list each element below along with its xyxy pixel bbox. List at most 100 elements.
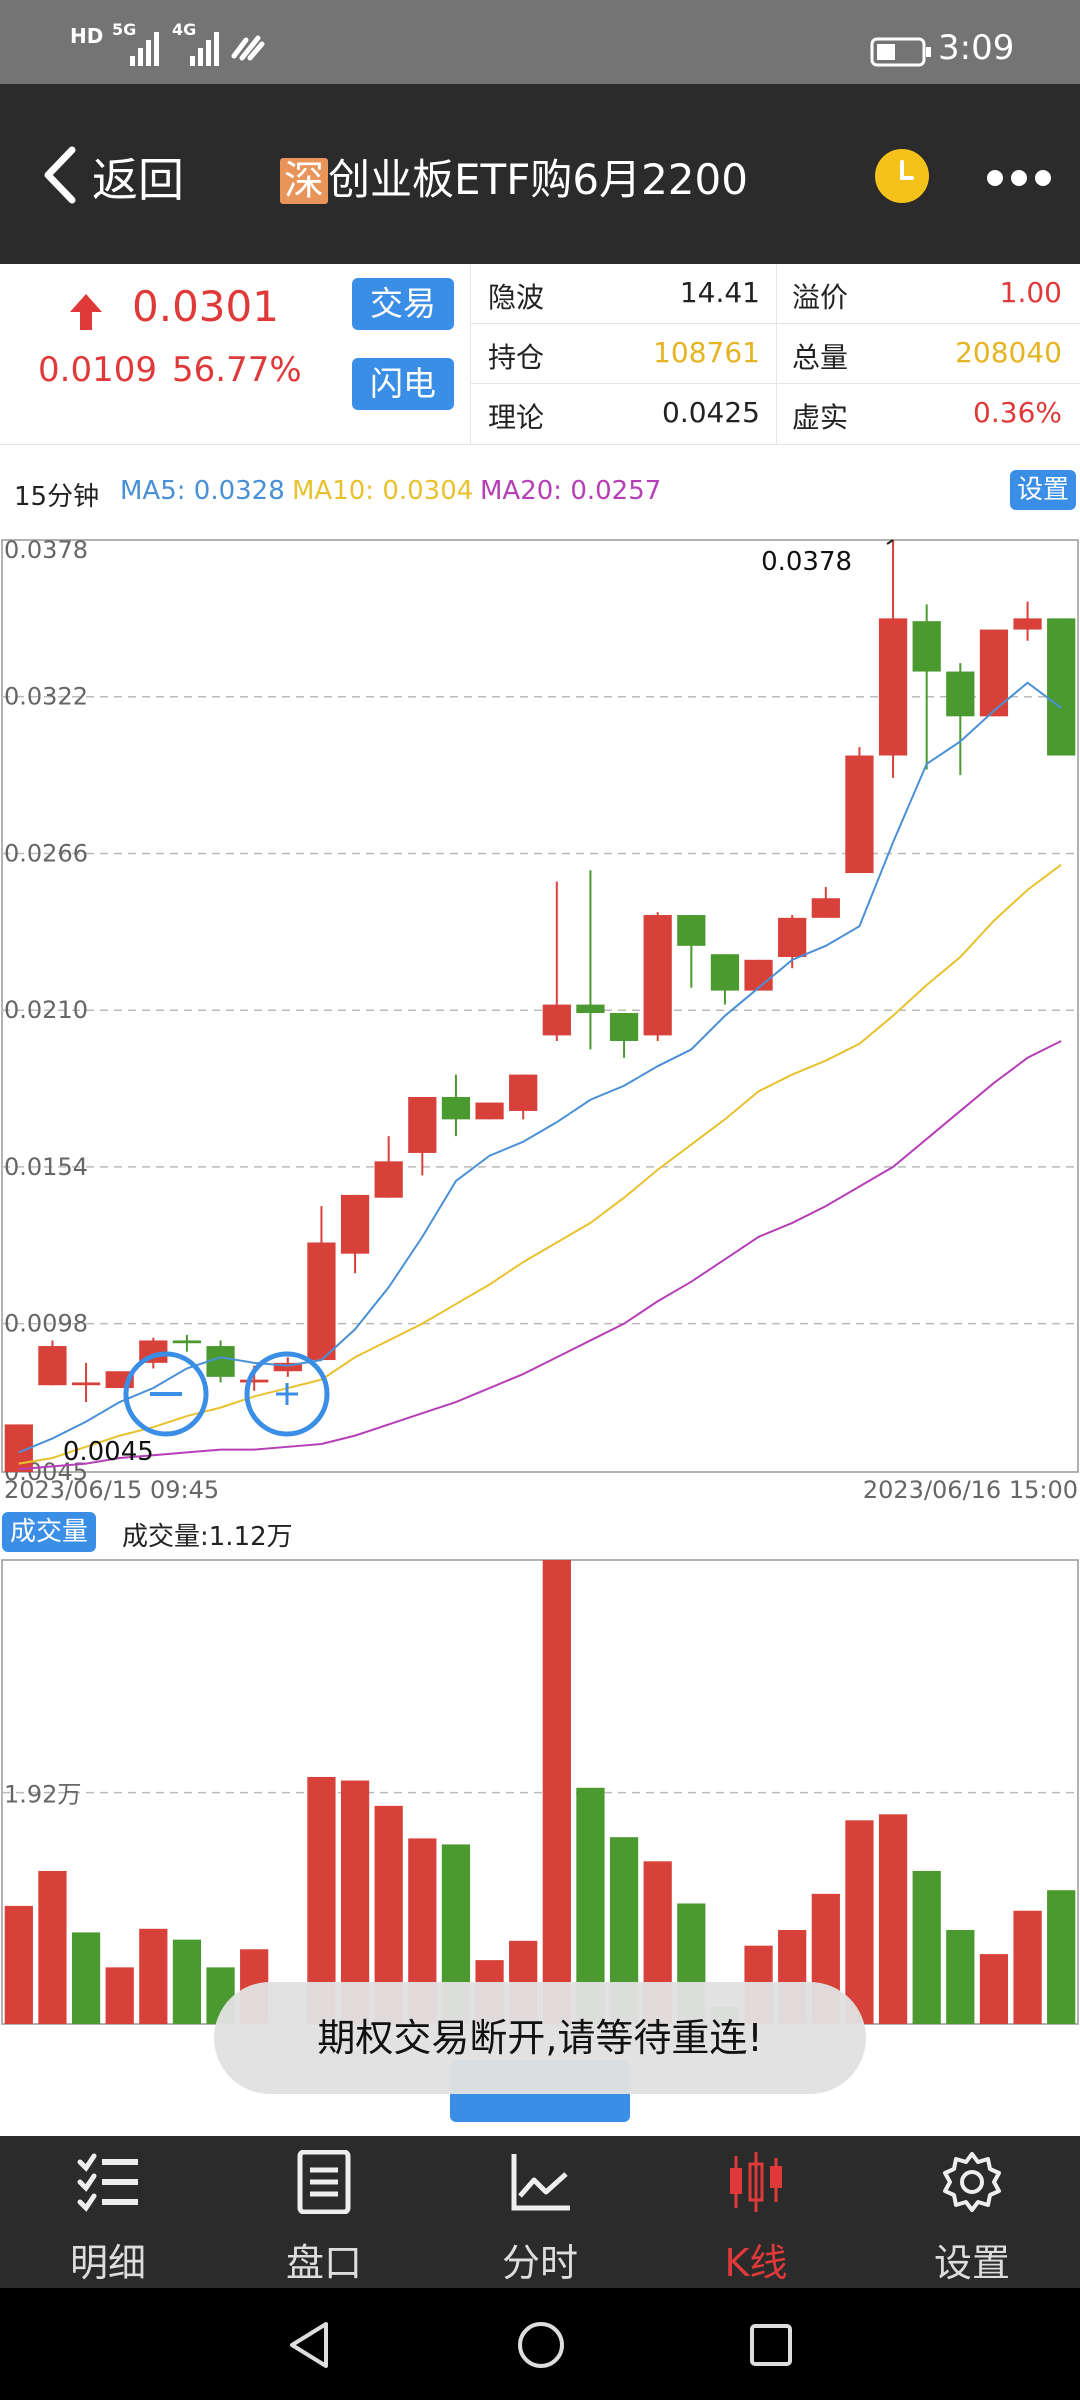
- candle: [340, 1194, 370, 1274]
- title-text: 创业板ETF购6月2200: [328, 155, 748, 204]
- candle: [172, 1334, 202, 1352]
- candle: [509, 1074, 538, 1120]
- status-4g: 4G: [172, 20, 197, 39]
- tab-detail-label: 明细: [69, 2241, 146, 2285]
- wifi-icon: [231, 35, 265, 61]
- kline-chart[interactable]: 0.0378 0.0322 0.0266 0.0210 0.0154 0.0098 0.00…: [0, 536, 1080, 1506]
- system-nav-bar: [0, 2288, 1080, 2400]
- nav-home-icon[interactable]: [516, 2320, 566, 2370]
- premium-label: 溢价: [792, 281, 849, 314]
- ma-legend-row: 15分钟 MA5: 0.0328 MA10: 0.0304 MA20: 0.02…: [0, 460, 1080, 520]
- back-button[interactable]: 返回: [36, 138, 196, 208]
- volume-bar: [38, 1870, 67, 2024]
- page-title: 深创业板ETF购6月2200: [280, 146, 748, 207]
- candle: [374, 1136, 403, 1198]
- price-change: 0.0109: [38, 350, 157, 390]
- volume-text: 成交量:1.12万: [122, 1522, 293, 1552]
- volume-chart[interactable]: 1.92万: [0, 1558, 1080, 2028]
- tab-orderbook[interactable]: 盘口: [216, 2136, 432, 2288]
- status-bar: HD 5G 4G 3:09: [0, 0, 1080, 84]
- theoretical-label: 理论: [488, 401, 545, 434]
- back-label: 返回: [92, 153, 184, 207]
- moneyness-label: 虚实: [792, 401, 849, 434]
- low-label: 0.0045: [63, 1437, 154, 1467]
- candle: [878, 540, 908, 778]
- price-change-pct: 56.77%: [172, 350, 302, 390]
- candle: [677, 915, 706, 988]
- more-icon[interactable]: [986, 168, 1052, 188]
- candle: [643, 912, 672, 1041]
- candle: [441, 1074, 471, 1137]
- open-interest-value: 108761: [653, 336, 760, 369]
- candle: [542, 881, 571, 1041]
- volume-bar: [542, 1560, 571, 2024]
- high-label: 0.0378: [761, 547, 852, 577]
- tab-settings-label: 设置: [933, 2241, 1010, 2285]
- x-end-label: 2023/06/16 15:00: [863, 1476, 1078, 1504]
- settings-button[interactable]: 设置: [1010, 470, 1076, 510]
- ma20-legend: MA20: 0.0257: [480, 476, 662, 506]
- toast-message: 期权交易断开,请等待重连!: [214, 1982, 866, 2094]
- nav-back-icon[interactable]: [286, 2320, 332, 2370]
- candle: [307, 1206, 336, 1361]
- volume-bar: [845, 1820, 874, 2024]
- volume-bar: [912, 1870, 941, 2024]
- tab-settings[interactable]: 设置: [864, 2136, 1080, 2288]
- app-header: 返回 深创业板ETF购6月2200: [0, 84, 1080, 264]
- y-tick-label: 0.0210: [4, 996, 88, 1024]
- zoom-out-button[interactable]: [123, 1351, 209, 1437]
- volume-bar: [1047, 1890, 1076, 2024]
- volume-bar: [1013, 1910, 1042, 2024]
- candle: [609, 1012, 639, 1058]
- period-selector[interactable]: 15分钟: [14, 482, 100, 512]
- volume-tag[interactable]: 成交量: [2, 1512, 96, 1552]
- volume-bar: [139, 1928, 168, 2024]
- candle: [845, 747, 874, 874]
- y-tick-label: 0.0266: [4, 839, 88, 867]
- battery-icon: [870, 37, 931, 67]
- total-volume-value: 208040: [955, 336, 1062, 369]
- tab-kline[interactable]: K线: [648, 2136, 864, 2288]
- quote-panel: 0.0301 0.0109 56.77% 交易 闪电 隐波 14.41 溢价 1…: [0, 264, 1080, 445]
- trade-button[interactable]: 交易: [352, 278, 454, 330]
- candle: [408, 1096, 437, 1176]
- tab-timeshare-label: 分时: [501, 2241, 578, 2285]
- tab-timeshare[interactable]: 分时: [432, 2136, 648, 2288]
- chevron-left-icon: [44, 146, 76, 204]
- y-tick-label: 0.0378: [4, 536, 88, 564]
- tab-kline-label: K线: [724, 2241, 788, 2285]
- candle: [912, 604, 941, 770]
- volume-bar: [172, 1939, 202, 2024]
- candle: [38, 1340, 67, 1386]
- last-price: 0.0301: [132, 282, 279, 331]
- candle: [1013, 601, 1042, 641]
- gear-icon: [943, 2152, 1001, 2212]
- y-tick-label: 0.0154: [4, 1153, 88, 1181]
- nav-recent-icon[interactable]: [748, 2322, 794, 2368]
- x-start-label: 2023/06/15 09:45: [4, 1476, 219, 1504]
- volume-bar: [979, 1954, 1009, 2024]
- candle: [273, 1357, 302, 1377]
- plus-icon: [276, 1383, 298, 1405]
- status-time: 3:09: [938, 28, 1015, 68]
- iv-label: 隐波: [488, 281, 545, 314]
- signal-icon-2: [190, 32, 219, 66]
- candle: [946, 663, 975, 776]
- candle: [71, 1362, 101, 1403]
- tab-detail[interactable]: 明细: [0, 2136, 216, 2288]
- ma5-line: [18, 681, 1062, 1454]
- open-interest-label: 持仓: [488, 341, 545, 374]
- candlestick-icon: [730, 2152, 782, 2212]
- arrow-up-icon: [70, 294, 102, 330]
- exchange-badge: 深: [280, 158, 328, 204]
- kline-frame: [1, 539, 1079, 1473]
- flash-button[interactable]: 闪电: [352, 358, 454, 410]
- zoom-in-button[interactable]: [244, 1351, 330, 1437]
- candle: [206, 1340, 235, 1383]
- volume-bar: [71, 1932, 101, 2024]
- iv-value: 14.41: [679, 276, 760, 309]
- volume-bar: [105, 1967, 134, 2024]
- line-chart-icon: [511, 2154, 570, 2211]
- volume-bar: [4, 1905, 33, 2024]
- clock-icon[interactable]: [874, 148, 930, 204]
